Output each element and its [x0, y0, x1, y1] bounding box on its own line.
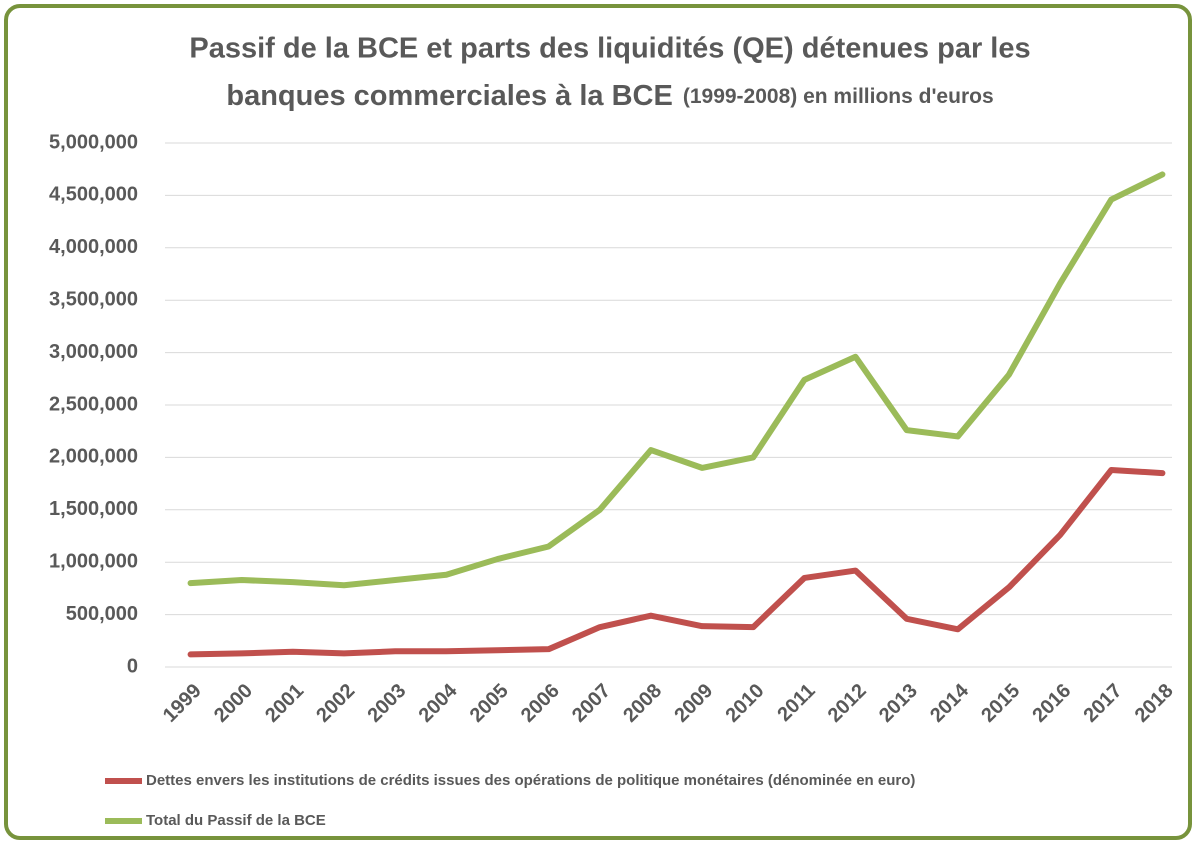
y-tick-label: 1,500,000 — [49, 498, 138, 520]
series-line — [187, 466, 1166, 658]
y-tick-label: 4,500,000 — [49, 184, 138, 206]
y-tick-label: 3,000,000 — [49, 341, 138, 363]
chart-subtitle: (1999-2008) en millions d'euros — [683, 85, 994, 108]
y-tick-label: 500,000 — [66, 603, 138, 625]
y-tick-label: 2,000,000 — [49, 446, 138, 468]
series-line — [187, 171, 1166, 589]
y-tick-label: 3,500,000 — [49, 288, 138, 310]
y-tick-label: 5,000,000 — [49, 131, 138, 153]
chart-border — [4, 4, 1192, 840]
y-tick-label: 1,000,000 — [49, 550, 138, 572]
chart-title-line: banques commerciales à la BCE (1999-2008)… — [226, 80, 993, 112]
y-tick-label: 2,500,000 — [49, 393, 138, 415]
legend-label: Total du Passif de la BCE — [146, 812, 326, 829]
legend-label: Dettes envers les institutions de crédit… — [146, 772, 915, 789]
y-tick-label: 4,000,000 — [49, 236, 138, 258]
chart-title: banques commerciales à la BCE — [226, 80, 672, 112]
chart-title: Passif de la BCE et parts des liquidités… — [189, 33, 1030, 65]
y-tick-label: 0 — [127, 655, 138, 677]
